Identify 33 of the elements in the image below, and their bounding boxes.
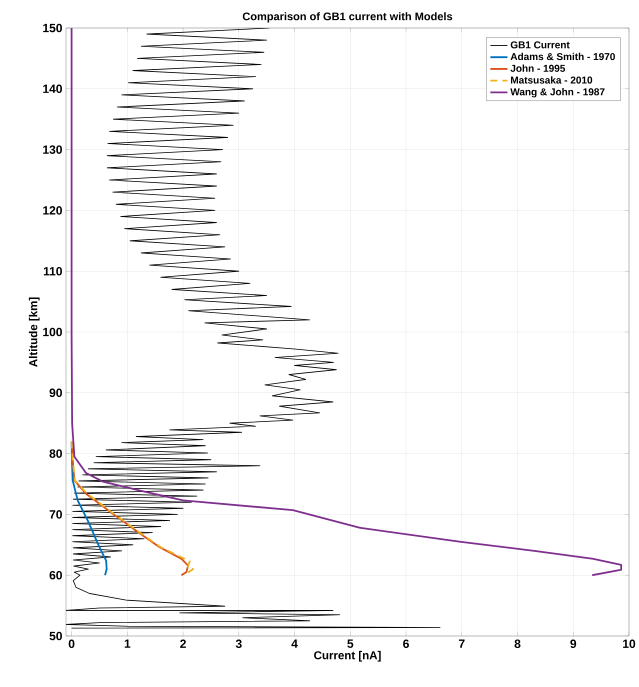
y-tick-label: 130 [43, 145, 62, 154]
y-tick-label: 50 [49, 632, 62, 640]
x-tick-label: 5 [347, 640, 354, 648]
line-series [70, 440, 108, 576]
y-tick-label: 100 [43, 328, 62, 336]
x-tick-label: 2 [180, 640, 186, 648]
y-tick-label: 80 [49, 449, 62, 458]
legend-label: John - 1995 [510, 64, 566, 72]
y-tick-label: 90 [50, 388, 62, 398]
x-tick-label: 7 [458, 640, 465, 648]
y-tick-label: 60 [50, 570, 62, 580]
x-tick-label: 3 [236, 640, 242, 648]
y-tick-label: 120 [43, 206, 62, 215]
legend-label: Adams & Smith - 1970 [510, 52, 615, 60]
y-tick-label: 140 [43, 84, 62, 94]
y-tick-label: 70 [50, 510, 62, 519]
x-tick-label: 1 [124, 640, 130, 648]
x-tick-label: 8 [514, 640, 520, 648]
line-series [66, 28, 440, 628]
x-tick-label: 9 [570, 640, 576, 648]
legend-label: GB1 Current [510, 41, 570, 48]
line-series [70, 28, 622, 576]
x-tick-label: 0 [68, 640, 74, 648]
x-axis-title: Current [nA] [314, 650, 381, 662]
y-axis-title: Altitude [km] [28, 298, 40, 367]
legend-label: Matsusaka - 2010 [510, 76, 592, 84]
x-tick-label: 6 [403, 640, 409, 648]
x-tick-label: 4 [291, 640, 298, 648]
y-tick-label: 110 [44, 266, 62, 276]
legend-label: Wang & John - 1987 [510, 88, 605, 98]
chart-title: Comparison of GB1 current with Models [242, 12, 452, 22]
x-tick-label: 10 [623, 640, 636, 648]
y-tick-label: 150 [43, 24, 62, 32]
